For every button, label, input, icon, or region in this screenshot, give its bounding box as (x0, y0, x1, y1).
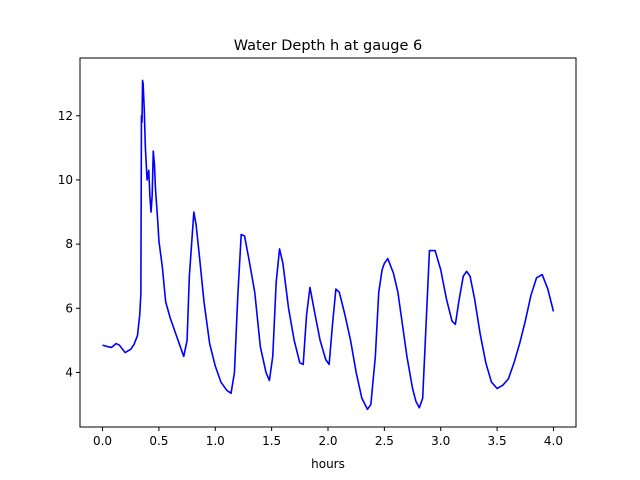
y-tick-label: 10 (58, 173, 73, 187)
x-tick-label: 4.0 (544, 434, 563, 448)
x-tick-label: 3.5 (488, 434, 507, 448)
y-tick-label: 8 (65, 237, 73, 251)
x-tick-label: 2.0 (318, 434, 337, 448)
x-tick-label: 0.0 (93, 434, 112, 448)
y-tick-label: 12 (58, 109, 73, 123)
series-line (102, 79, 555, 411)
y-axis: 4 6 8 10 12 (58, 109, 80, 379)
x-axis: 0.0 0.5 1.0 1.5 2.0 2.5 3.0 3.5 4.0 (93, 427, 563, 448)
x-axis-label: hours (311, 457, 345, 471)
x-tick-label: 0.5 (149, 434, 168, 448)
x-tick-label: 3.0 (431, 434, 450, 448)
chart-title: Water Depth h at gauge 6 (234, 38, 422, 54)
x-tick-label: 1.5 (262, 434, 281, 448)
x-tick-label: 1.0 (206, 434, 225, 448)
y-tick-label: 4 (65, 365, 73, 379)
plot-area (80, 58, 576, 427)
y-tick-label: 6 (65, 301, 73, 315)
x-tick-label: 2.5 (375, 434, 394, 448)
plot-frame (79, 57, 577, 428)
